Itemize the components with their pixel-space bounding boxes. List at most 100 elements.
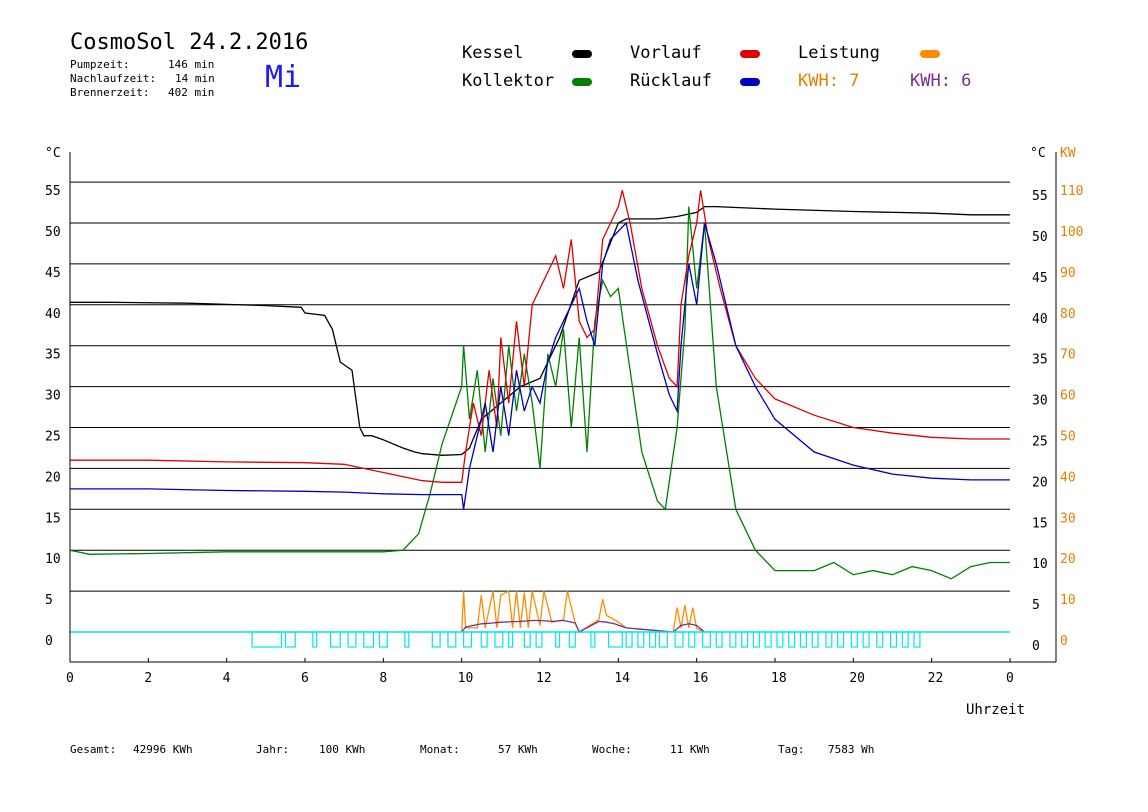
pump-on-box-12 [494,631,504,648]
x-tick-label-2: 4 [223,671,231,686]
pump-on-box-1 [284,631,296,648]
legend-ruecklauf-swatch [740,78,760,86]
y2-tick-label-45: 45 [1032,271,1048,286]
series-line-leistung-5 [461,619,705,633]
pump-on-box-15 [535,631,543,648]
pump-on-box-22 [649,631,657,648]
pump-on-box-13 [508,631,514,648]
y2-tick-label-5: 5 [1032,598,1040,613]
pump-on-box-37 [837,631,845,648]
x-tick-label-8: 16 [693,671,709,686]
y-tick-label-15: 15 [45,511,61,526]
legend-vorlauf-swatch [740,50,760,58]
pump-on-box-40 [876,631,884,648]
x-tick-label-3: 6 [301,671,309,686]
footer-monat-label: Monat: [420,743,460,756]
pump-on-box-8 [431,631,441,648]
x-tick-label-5: 10 [458,671,474,686]
stat-brenner-label: Brennerzeit: [70,86,150,99]
pump-on-box-36 [825,631,833,648]
y-tick-label-25: 25 [45,430,61,445]
pump-on-box-38 [850,631,858,648]
legend-kwh-orange: KWH: 7 [798,71,860,91]
legend-vorlauf-label: Vorlauf [630,43,702,63]
y-tick-label-40: 40 [45,307,61,322]
footer-tag-label: Tag: [778,743,805,756]
x-tick-label-9: 18 [771,671,787,686]
legend-kessel-label: Kessel [462,43,524,63]
footer-tag-value: 7583 Wh [828,743,875,756]
x-tick-label-10: 20 [849,671,865,686]
stat-brenner-value: 402 min [168,86,215,99]
pump-on-box-43 [913,631,921,648]
y2-tick-label-20: 20 [1032,475,1048,490]
y2-tick-label-55: 55 [1032,189,1048,204]
pump-on-box-21 [637,631,645,648]
pump-on-box-41 [889,631,898,648]
kw-tick-label-10: 10 [1060,593,1076,608]
pump-on-box-32 [776,631,784,648]
pump-on-box-6 [378,631,388,648]
pump-on-box-16 [555,631,561,648]
y2-tick-label-25: 25 [1032,435,1048,450]
pump-on-box-0 [251,631,283,648]
x-tick-label-4: 8 [379,671,387,686]
y-axis-unit-left: °C [45,146,61,161]
y-tick-label-50: 50 [45,225,61,240]
pump-on-box-30 [752,631,760,648]
pump-on-box-31 [764,631,772,648]
y-tick-label-10: 10 [45,552,61,567]
kw-axis-unit: KW [1060,146,1076,161]
y-tick-label-20: 20 [45,470,61,485]
legend-kwh-purple: KWH: 6 [910,71,972,91]
pump-on-box-27 [715,631,723,648]
kw-tick-label-20: 20 [1060,552,1076,567]
pump-on-box-18 [590,631,596,648]
x-tick-label-6: 12 [536,671,552,686]
x-tick-label-7: 14 [614,671,630,686]
kw-tick-label-100: 100 [1060,225,1083,240]
y2-tick-label-35: 35 [1032,353,1048,368]
pump-on-box-5 [363,631,375,648]
pump-on-box-9 [447,631,457,648]
series-line-rcklauf-3 [70,221,1010,510]
kw-tick-label-60: 60 [1060,389,1076,404]
pump-on-box-28 [729,631,737,648]
series-line-leistung-4 [461,590,705,633]
pump-on-box-26 [701,631,711,648]
pump-on-box-24 [674,631,684,648]
pump-on-box-3 [329,631,341,648]
pump-on-box-17 [568,631,576,648]
x-tick-label-1: 2 [144,671,152,686]
footer-gesamt-label: Gesamt: [70,743,117,756]
pump-on-box-10 [463,631,473,648]
pump-on-box-2 [312,631,318,648]
y-tick-label-35: 35 [45,348,61,363]
x-tick-label-12: 0 [1006,671,1014,686]
kw-tick-label-110: 110 [1060,184,1083,199]
kw-tick-label-80: 80 [1060,307,1076,322]
x-tick-label-11: 22 [928,671,944,686]
pump-on-box-34 [799,631,807,648]
chart-title: CosmoSol 24.2.2016 [70,30,309,55]
y2-tick-label-0: 0 [1032,639,1040,654]
series-line-kollektor-1 [69,206,1010,580]
legend-leistung-label: Leistung [798,43,880,63]
y2-tick-label-15: 15 [1032,516,1048,531]
footer-gesamt-value: 42996 KWh [133,743,193,756]
legend-leistung-swatch [920,50,940,58]
footer-monat-value: 57 KWh [498,743,538,756]
series-line-vorlauf-2 [70,190,1010,483]
y-tick-label-30: 30 [45,389,61,404]
y-axis-unit-right: °C [1030,146,1046,161]
kw-tick-label-0: 0 [1060,634,1068,649]
series-line-kessel-0 [70,205,1010,456]
pump-on-box-14 [523,631,531,648]
pump-on-box-25 [688,631,696,648]
y-tick-label-0: 0 [45,634,53,649]
kw-tick-label-30: 30 [1060,511,1076,526]
weekday-label: Mi [265,60,302,95]
kw-tick-label-50: 50 [1060,430,1076,445]
pump-on-box-11 [480,631,488,648]
